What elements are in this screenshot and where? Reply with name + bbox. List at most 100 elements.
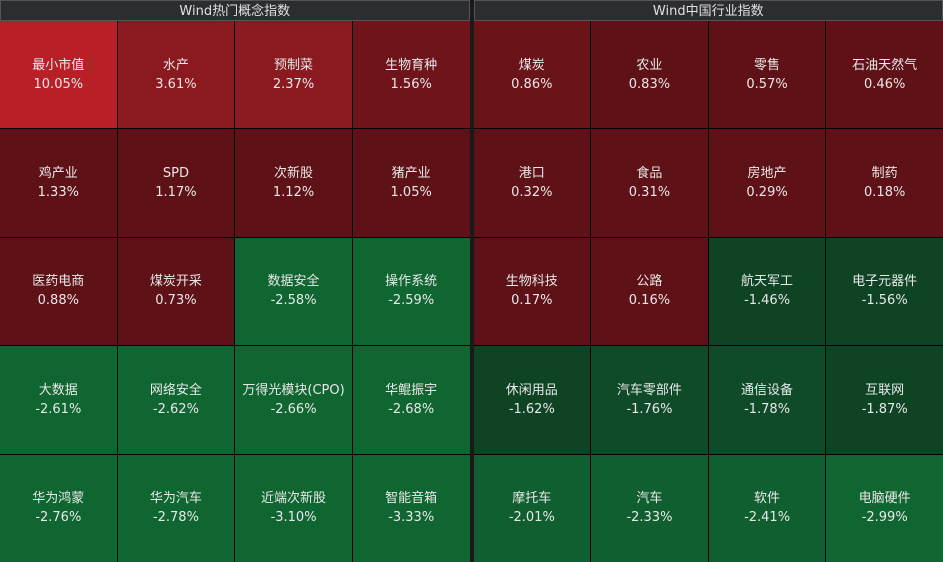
panel-title: Wind热门概念指数 [0, 0, 470, 21]
heatmap-panel: Wind中国行业指数 煤炭 0.86% 农业 0.83% 零售 0.57% 石油天然气 0.46… [473, 0, 943, 562]
cell-name: 电子元器件 [852, 274, 918, 290]
heatmap-grid: 最小市值 10.05% 水产 3.61% 预制菜 2.37% 生物育种 1.56% 鸡产业 1.3… [0, 21, 470, 562]
heatmap-cell[interactable]: SPD 1.17% [117, 129, 235, 237]
heatmap-cell[interactable]: 数据安全 -2.58% [235, 237, 352, 346]
heatmap-cell[interactable]: 房地产 0.29% [708, 129, 826, 237]
cell-change: -2.61% [35, 401, 82, 417]
cell-name: 电脑硬件 [858, 491, 911, 507]
cell-name: 猪产业 [391, 166, 431, 182]
heatmap-cell[interactable]: 港口 0.32% [473, 129, 591, 237]
cell-name: 煤炭 [518, 57, 545, 73]
cell-change: 0.17% [511, 293, 553, 309]
cell-change: -2.62% [152, 401, 199, 417]
cell-name: 次新股 [274, 166, 314, 182]
cell-name: 网络安全 [149, 382, 202, 398]
cell-name: 水产 [162, 57, 189, 73]
cell-change: 0.29% [746, 185, 788, 201]
cell-name: 华为鸿蒙 [32, 491, 85, 507]
heatmap-cell[interactable]: 休闲用品 -1.62% [473, 346, 591, 454]
cell-change: -2.76% [35, 510, 82, 526]
heatmap-cell[interactable]: 汽车 -2.33% [591, 454, 708, 562]
heatmap-cell[interactable]: 华为汽车 -2.78% [117, 454, 235, 562]
cell-change: 0.32% [511, 185, 553, 201]
heatmap-cell[interactable]: 近端次新股 -3.10% [235, 454, 352, 562]
cell-name: 煤炭开采 [149, 274, 202, 290]
cell-change: -2.33% [626, 510, 673, 526]
cell-change: -2.58% [270, 293, 317, 309]
cell-name: 摩托车 [512, 491, 552, 507]
heatmap-cell[interactable]: 互联网 -1.87% [826, 346, 943, 454]
panel-title: Wind中国行业指数 [473, 0, 943, 21]
cell-name: 软件 [754, 491, 781, 507]
heatmap-cell[interactable]: 猪产业 1.05% [352, 129, 470, 237]
cell-change: -2.78% [152, 510, 199, 526]
heatmap-cell[interactable]: 零售 0.57% [708, 21, 826, 129]
cell-change: -1.87% [861, 401, 908, 417]
heatmap-cell[interactable]: 软件 -2.41% [708, 454, 826, 562]
cell-change: 0.83% [628, 76, 671, 92]
cell-name: 食品 [636, 166, 663, 182]
heatmap-grid: 煤炭 0.86% 农业 0.83% 零售 0.57% 石油天然气 0.46% 港口 0.32% 食品… [473, 21, 943, 562]
heatmap-cell[interactable]: 生物育种 1.56% [352, 21, 470, 129]
heatmap-cell[interactable]: 石油天然气 0.46% [826, 21, 943, 129]
heatmap-cell[interactable]: 汽车零部件 -1.76% [591, 346, 708, 454]
heatmap-cell[interactable]: 食品 0.31% [591, 129, 708, 237]
cell-name: 港口 [518, 166, 545, 182]
heatmap-cell[interactable]: 网络安全 -2.62% [117, 346, 235, 454]
heatmap-cell[interactable]: 水产 3.61% [117, 21, 235, 129]
cell-name: 石油天然气 [852, 57, 918, 73]
heatmap-cell[interactable]: 制药 0.18% [826, 129, 943, 237]
heatmap-cell[interactable]: 通信设备 -1.78% [708, 346, 826, 454]
cell-name: 鸡产业 [38, 166, 78, 182]
heatmap-cell[interactable]: 电子元器件 -1.56% [826, 237, 943, 346]
cell-name: 最小市值 [32, 57, 85, 73]
heatmap-cell[interactable]: 操作系统 -2.59% [352, 237, 470, 346]
cell-name: 公路 [636, 274, 663, 290]
cell-change: -2.66% [270, 401, 317, 417]
cell-change: 0.16% [628, 293, 671, 309]
heatmap-panel: Wind热门概念指数 最小市值 10.05% 水产 3.61% 预制菜 2.37% 生物育种 1… [0, 0, 470, 562]
heatmap-cell[interactable]: 农业 0.83% [591, 21, 708, 129]
cell-name: 汽车零部件 [616, 382, 682, 398]
cell-change: 3.61% [155, 76, 197, 92]
heatmap-cell[interactable]: 华鲲振宇 -2.68% [352, 346, 470, 454]
cell-change: 0.73% [155, 293, 197, 309]
cell-change: -3.33% [388, 510, 435, 526]
heatmap-cell[interactable]: 最小市值 10.05% [0, 21, 117, 129]
heatmap-cell[interactable]: 煤炭 0.86% [473, 21, 591, 129]
heatmap-cell[interactable]: 医药电商 0.88% [0, 237, 117, 346]
heatmap-cell[interactable]: 大数据 -2.61% [0, 346, 117, 454]
cell-name: 预制菜 [274, 57, 314, 73]
cell-change: 0.46% [864, 76, 906, 92]
cell-change: -1.46% [744, 293, 791, 309]
cell-change: -2.01% [508, 510, 555, 526]
cell-change: 2.37% [272, 76, 315, 92]
heatmap-cell[interactable]: 煤炭开采 0.73% [117, 237, 235, 346]
cell-change: 0.88% [37, 293, 79, 309]
cell-change: 1.05% [390, 185, 432, 201]
cell-name: 汽车 [636, 491, 663, 507]
cell-name: SPD [162, 166, 189, 182]
heatmap-cell[interactable]: 华为鸿蒙 -2.76% [0, 454, 117, 562]
heatmap-cell[interactable]: 预制菜 2.37% [235, 21, 352, 129]
cell-name: 智能音箱 [385, 491, 438, 507]
cell-name: 医药电商 [32, 274, 85, 290]
cell-change: -3.10% [270, 510, 317, 526]
heatmap-cell[interactable]: 智能音箱 -3.33% [352, 454, 470, 562]
cell-change: 1.56% [390, 76, 432, 92]
heatmap-cell[interactable]: 公路 0.16% [591, 237, 708, 346]
heatmap-cell[interactable]: 航天军工 -1.46% [708, 237, 826, 346]
cell-change: -1.62% [508, 401, 555, 417]
heatmap-cell[interactable]: 摩托车 -2.01% [473, 454, 591, 562]
cell-name: 零售 [754, 57, 781, 73]
cell-name: 航天军工 [741, 274, 794, 290]
cell-name: 制药 [871, 166, 898, 182]
heatmap-cell[interactable]: 电脑硬件 -2.99% [826, 454, 943, 562]
heatmap-cell[interactable]: 次新股 1.12% [235, 129, 352, 237]
cell-name: 数据安全 [267, 274, 320, 290]
cell-name: 操作系统 [385, 274, 438, 290]
heatmap-cell[interactable]: 万得光模块(CPO) -2.66% [235, 346, 352, 454]
heatmap-cell[interactable]: 生物科技 0.17% [473, 237, 591, 346]
heatmap-cell[interactable]: 鸡产业 1.33% [0, 129, 117, 237]
